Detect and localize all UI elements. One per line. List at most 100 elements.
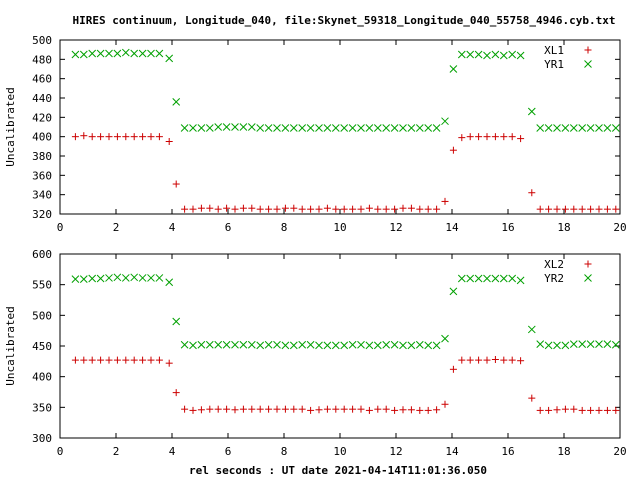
data-point <box>88 133 96 141</box>
legend-marker <box>584 46 592 54</box>
data-point <box>365 124 374 132</box>
bottom-plot: Uncalibrated 0 2 4 6 8 10 12 14 16 18 20 300 350 400 4… <box>4 248 627 458</box>
top-plot: Uncalibrated 0 2 4 6 8 10 12 14 16 18 20 320 340 360 3… <box>4 34 627 234</box>
data-point <box>273 205 281 213</box>
data-point <box>121 48 130 57</box>
y-tick-label: 500 <box>32 309 52 322</box>
data-point <box>508 50 517 59</box>
top-plot-marks <box>71 48 620 213</box>
data-point <box>586 340 595 349</box>
data-point <box>578 340 587 349</box>
data-point <box>365 204 373 212</box>
data-point <box>165 359 173 367</box>
data-point <box>587 205 595 213</box>
data-point <box>545 406 553 414</box>
data-point <box>449 146 457 154</box>
data-point <box>197 204 205 212</box>
series-yr2 <box>71 273 620 350</box>
data-point <box>239 123 248 131</box>
data-point <box>189 341 197 350</box>
x-tick-label: 8 <box>281 445 288 458</box>
data-point <box>586 124 595 132</box>
data-point <box>508 133 516 141</box>
series-yr1 <box>71 48 620 132</box>
data-point <box>197 406 205 414</box>
data-point <box>130 356 138 364</box>
data-point <box>189 124 197 132</box>
data-point <box>79 275 88 284</box>
data-point <box>561 341 570 350</box>
data-point <box>298 340 307 349</box>
data-point <box>458 134 466 142</box>
data-point <box>348 340 357 349</box>
data-point <box>247 340 256 349</box>
data-point <box>139 133 147 141</box>
data-point <box>474 50 483 59</box>
data-point <box>348 124 357 132</box>
data-point <box>416 406 424 414</box>
data-point <box>433 406 441 414</box>
x-tick-label: 18 <box>557 221 570 234</box>
data-point <box>281 124 290 132</box>
data-point <box>273 405 281 413</box>
x-tick-label: 0 <box>57 445 64 458</box>
data-point <box>399 124 407 132</box>
data-point <box>121 274 130 282</box>
data-point <box>165 138 173 145</box>
x-tick-label: 14 <box>445 445 459 458</box>
data-point <box>181 405 189 413</box>
data-point <box>474 274 483 283</box>
bottom-plot-frame <box>59 253 621 439</box>
data-point <box>248 405 256 413</box>
data-point <box>424 124 433 132</box>
data-point <box>357 340 365 349</box>
data-point <box>290 204 298 212</box>
data-point <box>373 341 382 350</box>
data-point <box>382 205 390 213</box>
data-point <box>231 123 239 131</box>
data-point <box>536 406 544 414</box>
data-point <box>611 124 620 132</box>
data-point <box>307 406 315 414</box>
data-point <box>165 278 174 287</box>
series-xl1 <box>71 132 620 213</box>
data-point <box>545 205 553 213</box>
data-point <box>415 340 424 349</box>
data-point <box>206 204 214 212</box>
data-point <box>570 405 578 413</box>
data-point <box>332 205 340 213</box>
x-tick-label: 12 <box>389 445 402 458</box>
data-point <box>306 340 315 349</box>
x-tick-label: 20 <box>613 221 626 234</box>
data-point <box>466 50 475 59</box>
data-point <box>527 107 536 116</box>
data-point <box>315 205 323 213</box>
data-point <box>357 205 365 213</box>
data-point <box>223 405 231 413</box>
data-point <box>332 405 340 413</box>
data-point <box>508 356 516 364</box>
data-point <box>357 124 365 132</box>
data-point <box>289 341 298 350</box>
data-point <box>365 341 374 350</box>
data-point <box>491 50 500 59</box>
bottom-plot-marks <box>71 273 620 414</box>
x-tick-label: 12 <box>389 221 402 234</box>
data-point <box>457 274 466 283</box>
data-point <box>130 49 139 58</box>
data-point <box>340 341 349 350</box>
data-point <box>390 124 399 132</box>
data-point <box>222 123 231 131</box>
x-tick-label: 4 <box>169 445 176 458</box>
data-point <box>256 341 265 350</box>
x-tick-label: 6 <box>225 221 232 234</box>
data-point <box>407 204 415 212</box>
data-point <box>197 124 206 132</box>
data-point <box>105 274 113 282</box>
data-point <box>483 274 491 283</box>
data-point <box>570 205 578 213</box>
data-point <box>399 341 407 350</box>
data-point <box>105 356 113 364</box>
